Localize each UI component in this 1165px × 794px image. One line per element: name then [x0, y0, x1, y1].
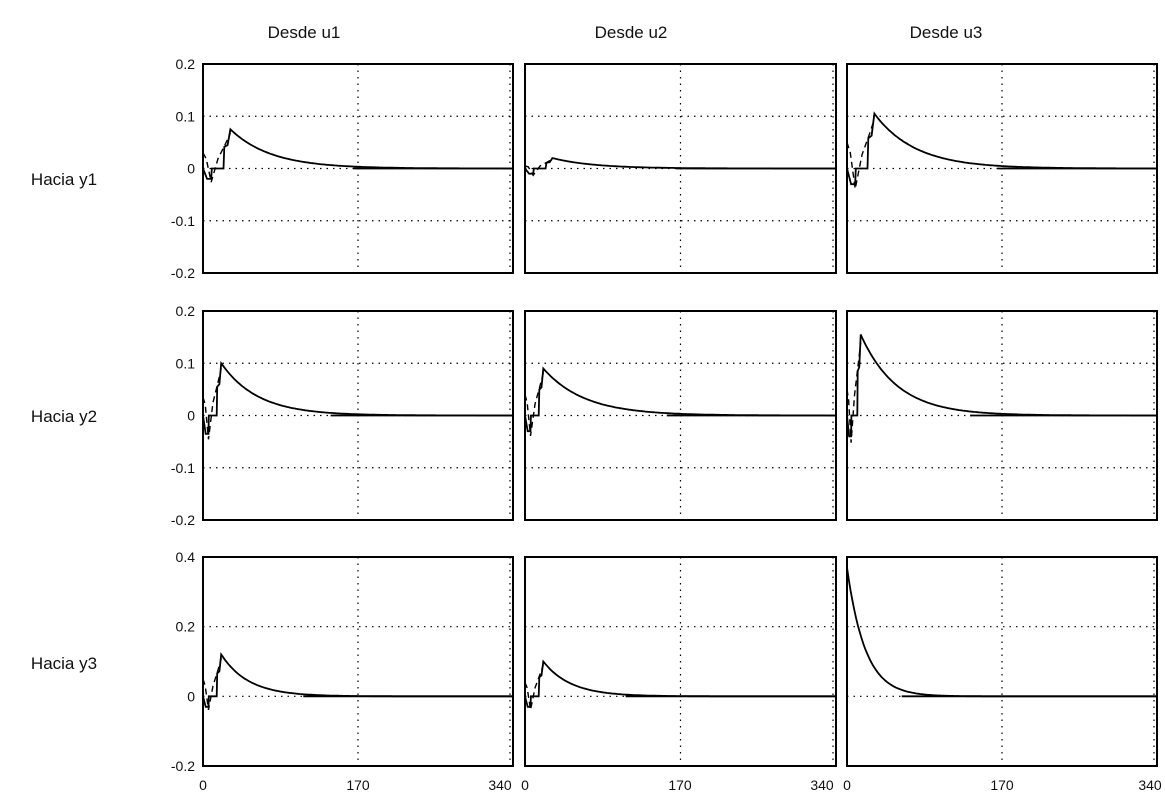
- y-tick-label: 0.1: [176, 108, 196, 124]
- y-tick-label: -0.1: [171, 213, 195, 229]
- response-curve-dashed: [202, 132, 232, 183]
- column-title: Desde u2: [595, 23, 668, 42]
- row-title: Hacia y1: [31, 170, 97, 189]
- y-tick-label: 0.1: [176, 355, 196, 371]
- plot-frame: [524, 63, 837, 274]
- response-curve-dashed: [524, 158, 553, 177]
- row-title: Hacia y3: [31, 654, 97, 673]
- response-curve-dashed: [202, 658, 222, 711]
- x-tick-label: 0: [199, 777, 207, 793]
- x-tick-label: 0: [521, 777, 529, 793]
- response-curve-dashed: [846, 342, 862, 443]
- plot-frame: [846, 63, 1158, 274]
- y-tick-label: 0: [187, 408, 195, 424]
- y-tick-label: 0.2: [176, 619, 196, 635]
- y-tick-label: 0.2: [176, 303, 196, 319]
- plot-frame: [202, 310, 514, 521]
- row-title: Hacia y2: [31, 407, 97, 426]
- x-tick-label: 170: [990, 777, 1014, 793]
- x-tick-label: 340: [1138, 777, 1162, 793]
- x-tick-label: 0: [843, 777, 851, 793]
- column-title: Desde u1: [268, 23, 341, 42]
- plot-frame: [202, 556, 514, 767]
- response-curve: [524, 157, 836, 175]
- response-curve-dashed: [524, 664, 544, 711]
- response-curve-dashed: [524, 373, 544, 436]
- y-tick-label: -0.2: [171, 265, 195, 281]
- x-tick-label: 170: [668, 777, 692, 793]
- x-tick-label: 340: [810, 777, 834, 793]
- response-curve-dashed: [846, 118, 876, 190]
- response-curve: [846, 567, 1157, 698]
- response-curve-dashed: [202, 368, 222, 440]
- plot-frame: [524, 310, 837, 521]
- plot-frame: [846, 556, 1158, 767]
- x-tick-label: 340: [488, 777, 512, 793]
- y-tick-label: 0: [187, 161, 195, 177]
- y-tick-label: 0.2: [176, 56, 196, 72]
- response-curve: [202, 360, 513, 435]
- y-tick-label: -0.2: [171, 758, 195, 774]
- x-tick-label: 170: [346, 777, 370, 793]
- y-tick-label: -0.2: [171, 512, 195, 528]
- y-tick-label: 0: [187, 688, 195, 704]
- y-tick-label: 0.4: [176, 549, 196, 565]
- y-tick-label: -0.1: [171, 460, 195, 476]
- plot-frame: [846, 310, 1158, 521]
- column-title: Desde u3: [910, 23, 983, 42]
- plot-frame: [202, 63, 514, 274]
- plot-frame: [524, 556, 837, 767]
- response-curve: [846, 334, 1157, 438]
